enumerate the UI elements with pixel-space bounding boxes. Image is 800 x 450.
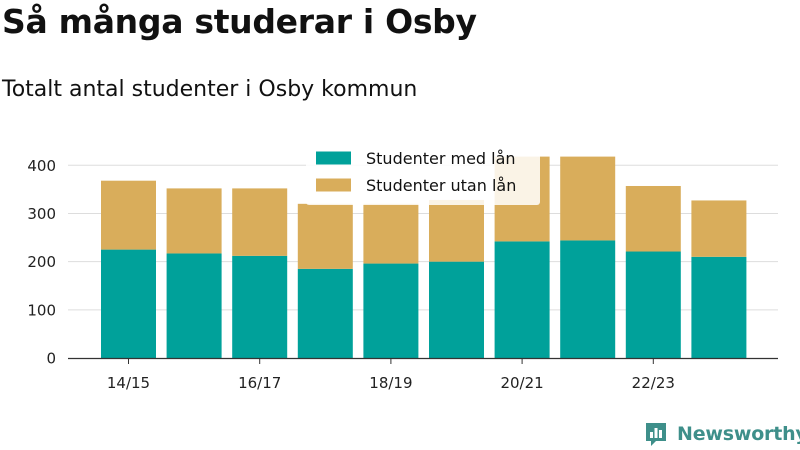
bar-14-15-series-1 (101, 249, 156, 358)
bar-14-15-series-2 (101, 180, 156, 250)
legend-label-1: Studenter med lån (366, 149, 516, 168)
brand-name: Newsworthy (677, 423, 800, 445)
y-tick-label-200: 200 (27, 253, 56, 271)
bar-15-16-series-2 (166, 188, 222, 254)
y-tick-label-400: 400 (27, 157, 56, 175)
bar-19-20-series-2 (429, 199, 484, 262)
bar-23-24-series-1 (691, 256, 747, 358)
chart-subtitle: Totalt antal studenter i Osby kommun (2, 77, 418, 102)
legend-background (306, 145, 540, 205)
y-tick-label-300: 300 (27, 205, 56, 223)
legend-swatch-2 (316, 178, 351, 192)
x-tick-label-14-15: 14/15 (107, 374, 150, 392)
bar-22-23-series-1 (625, 251, 681, 358)
chart-title: Så många studerar i Osby (2, 2, 477, 41)
newsworthy-logo-icon (646, 423, 666, 446)
bar-17-18-series-1 (297, 268, 353, 358)
legend: Studenter med lån Studenter utan lån (306, 145, 540, 205)
bar-16-17-series-2 (232, 188, 288, 256)
x-tick-label-20-21: 20/21 (500, 374, 543, 392)
x-tick-label-16-17: 16/17 (238, 374, 281, 392)
bar-18-19-series-1 (363, 263, 419, 358)
x-tick-label-18-19: 18/19 (369, 374, 412, 392)
y-axis-ticks: 0 100 200 300 400 (27, 157, 56, 368)
bar-20-21-series-1 (494, 241, 550, 358)
legend-swatch-1 (316, 151, 351, 165)
x-axis-ticks: 14/15 16/17 18/19 20/21 22/23 (107, 358, 675, 392)
y-tick-label-0: 0 (46, 350, 56, 368)
bar-23-24-series-2 (691, 200, 747, 257)
y-tick-label-100: 100 (27, 301, 56, 319)
bar-21-22-series-1 (560, 240, 616, 358)
x-tick-label-22-23: 22/23 (632, 374, 675, 392)
bar-18-19-series-2 (363, 203, 419, 264)
bar-17-18-series-2 (297, 203, 353, 269)
bar-21-22-series-2 (560, 156, 616, 241)
bar-19-20-series-1 (429, 261, 484, 358)
bar-16-17-series-1 (232, 255, 288, 358)
bars (101, 156, 747, 358)
bar-22-23-series-2 (625, 185, 681, 252)
bar-15-16-series-1 (166, 253, 222, 358)
legend-label-2: Studenter utan lån (366, 176, 516, 195)
newsworthy-brand: Newsworthy (644, 421, 800, 447)
